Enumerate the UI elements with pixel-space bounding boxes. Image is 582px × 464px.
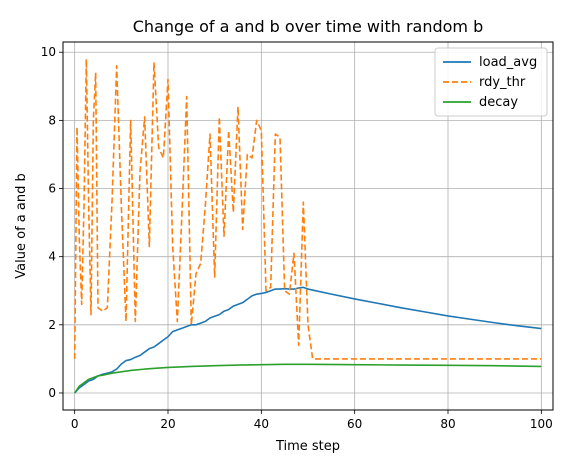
- y-tick-label: 2: [48, 318, 56, 332]
- x-tick-label: 20: [160, 417, 175, 431]
- y-tick-label: 8: [48, 113, 56, 127]
- series-line-rdy-thr: [73, 58, 542, 360]
- y-axis-label: Value of a and b: [14, 173, 29, 278]
- series-lines: [73, 58, 542, 394]
- grid: [63, 42, 553, 410]
- series-line-load-avg: [74, 286, 542, 394]
- x-tick-label: 100: [530, 417, 553, 431]
- x-axis-label: Time step: [275, 439, 340, 454]
- y-tick-label: 10: [41, 45, 56, 59]
- axis-ticks: 0 20 40 60 80 100 0 2 4 6 8 10: [41, 45, 553, 431]
- legend-label: decay: [479, 95, 518, 110]
- y-tick-label: 0: [48, 386, 56, 400]
- legend-label: rdy_thr: [479, 75, 526, 90]
- x-tick-label: 80: [440, 417, 455, 431]
- x-tick-label: 60: [347, 417, 362, 431]
- legend-label: load_avg: [479, 55, 537, 70]
- x-tick-label: 40: [254, 417, 269, 431]
- y-tick-label: 4: [48, 250, 56, 264]
- y-tick-label: 6: [48, 182, 56, 196]
- series-line-decay: [74, 363, 542, 394]
- legend-box: [434, 47, 548, 117]
- chart-title: Change of a and b over time with random …: [133, 17, 484, 36]
- x-tick-label: 0: [71, 417, 79, 431]
- plot-area-frame: [62, 41, 554, 411]
